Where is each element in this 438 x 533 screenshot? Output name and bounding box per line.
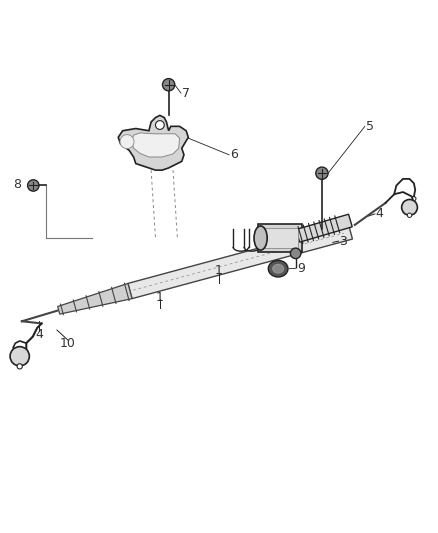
Polygon shape <box>58 284 132 314</box>
Text: 1: 1 <box>215 264 223 277</box>
Text: 1: 1 <box>156 290 164 304</box>
Text: 3: 3 <box>339 235 347 248</box>
Text: 4: 4 <box>35 328 43 341</box>
Circle shape <box>17 364 22 369</box>
Polygon shape <box>128 224 353 298</box>
Circle shape <box>120 135 134 149</box>
Text: 10: 10 <box>60 337 76 350</box>
Ellipse shape <box>268 260 288 277</box>
Circle shape <box>162 78 175 91</box>
Text: 9: 9 <box>297 262 305 274</box>
Circle shape <box>155 120 164 130</box>
Text: 6: 6 <box>230 148 238 161</box>
Circle shape <box>290 248 301 259</box>
Polygon shape <box>131 133 180 157</box>
Circle shape <box>316 167 328 179</box>
Text: 8: 8 <box>13 178 21 191</box>
Text: 5: 5 <box>366 120 374 133</box>
FancyBboxPatch shape <box>258 224 302 252</box>
Polygon shape <box>296 214 352 242</box>
FancyBboxPatch shape <box>263 228 298 248</box>
Ellipse shape <box>272 264 284 273</box>
Text: 2: 2 <box>410 195 417 208</box>
Circle shape <box>10 346 29 366</box>
Circle shape <box>402 199 417 215</box>
Circle shape <box>28 180 39 191</box>
Circle shape <box>407 213 412 217</box>
Polygon shape <box>118 115 188 170</box>
Ellipse shape <box>254 226 267 250</box>
Text: 7: 7 <box>182 86 190 100</box>
Text: 4: 4 <box>376 207 384 221</box>
